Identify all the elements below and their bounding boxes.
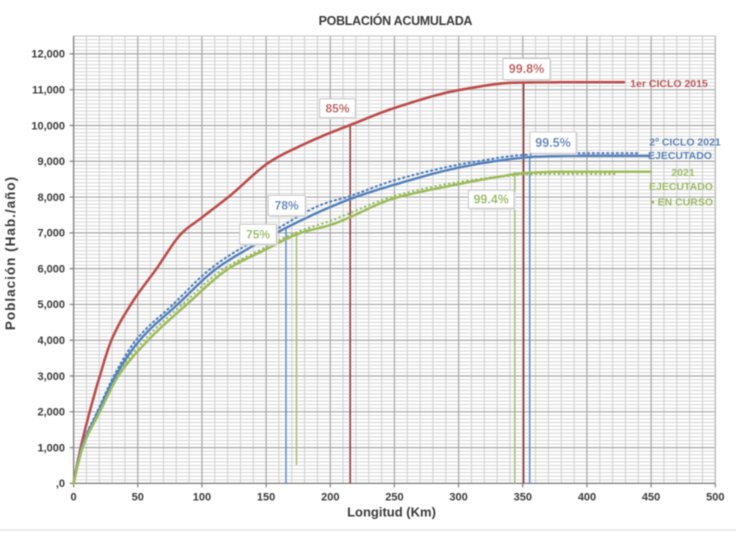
svg-text:EJECUTADO: EJECUTADO <box>648 150 712 162</box>
svg-text:99.5%: 99.5% <box>535 136 570 150</box>
svg-text:2021: 2021 <box>671 167 695 179</box>
svg-text:3,000: 3,000 <box>37 371 65 383</box>
svg-text:75%: 75% <box>246 227 270 241</box>
svg-text:12,000: 12,000 <box>31 49 65 61</box>
svg-text:2,000: 2,000 <box>37 407 65 419</box>
svg-text:99.8%: 99.8% <box>509 62 544 76</box>
svg-text:,0: ,0 <box>56 478 65 490</box>
svg-text:7,000: 7,000 <box>37 228 65 240</box>
svg-text:9,000: 9,000 <box>37 156 65 168</box>
svg-text:50: 50 <box>132 492 144 504</box>
svg-text:1,000: 1,000 <box>37 442 65 454</box>
svg-text:2º CICLO 2021: 2º CICLO 2021 <box>649 136 721 148</box>
svg-text:EJECUTADO: EJECUTADO <box>649 181 713 193</box>
svg-text:Población (Hab./año): Población (Hab./año) <box>3 176 18 330</box>
svg-text:85%: 85% <box>325 102 349 116</box>
svg-text:0: 0 <box>71 492 77 504</box>
svg-text:Longitud (Km): Longitud (Km) <box>347 505 436 520</box>
svg-text:400: 400 <box>578 492 596 504</box>
svg-text:1er CICLO 2015: 1er CICLO 2015 <box>630 78 708 90</box>
svg-text:4,000: 4,000 <box>37 335 65 347</box>
svg-text:99.4%: 99.4% <box>473 192 508 206</box>
svg-text:300: 300 <box>449 492 467 504</box>
svg-text:250: 250 <box>385 492 403 504</box>
svg-text:6,000: 6,000 <box>37 263 65 275</box>
svg-text:500: 500 <box>706 492 724 504</box>
svg-text:78%: 78% <box>275 199 299 213</box>
svg-text:10,000: 10,000 <box>31 120 65 132</box>
svg-text:• EN CURSO: • EN CURSO <box>651 197 713 209</box>
svg-text:100: 100 <box>193 492 211 504</box>
svg-text:200: 200 <box>321 492 339 504</box>
svg-text:150: 150 <box>257 492 275 504</box>
svg-text:8,000: 8,000 <box>37 192 65 204</box>
svg-text:5,000: 5,000 <box>37 299 65 311</box>
svg-text:11,000: 11,000 <box>32 85 65 97</box>
svg-text:350: 350 <box>514 492 532 504</box>
svg-text:POBLACIÓN ACUMULADA: POBLACIÓN ACUMULADA <box>319 13 473 28</box>
svg-text:450: 450 <box>642 492 660 504</box>
